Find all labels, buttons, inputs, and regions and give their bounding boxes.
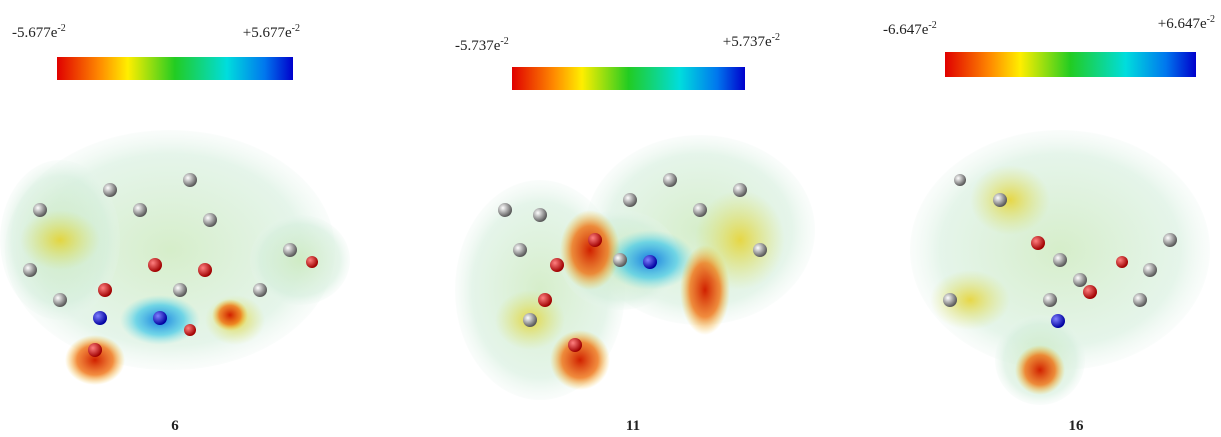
molecule-surface: [0, 130, 350, 385]
scale-min-label: -6.647e-2: [883, 20, 937, 38]
panel: -6.647e-2 +6.647e-2 16: [883, 14, 1215, 434]
figure: -5.677e-2 +5.677e-2 6 -5.737e-2: [0, 0, 1221, 437]
label-part: -5.737e: [455, 38, 501, 54]
label-part: -2: [500, 36, 508, 47]
caption: 6: [171, 418, 179, 434]
label-part: -2: [772, 32, 780, 43]
scale-max-label: +5.737e-2: [723, 32, 780, 50]
panel: -5.677e-2 +5.677e-2 6: [0, 23, 350, 434]
scale-max-label: +5.677e-2: [243, 23, 300, 41]
label-part: -2: [928, 20, 936, 31]
molecule-surface: [455, 135, 815, 400]
caption: 16: [1069, 418, 1085, 434]
label-part: -5.677e: [12, 25, 58, 41]
color-scale: [512, 67, 745, 90]
label-part: -2: [292, 23, 300, 34]
label-part: -2: [1207, 14, 1215, 25]
scale-min-label: -5.737e-2: [455, 36, 509, 54]
label-part: +5.677e: [243, 25, 292, 41]
panel: -5.737e-2 +5.737e-2 11: [455, 32, 815, 434]
label-part: +6.647e: [1158, 16, 1207, 32]
scale-min-label: -5.677e-2: [12, 23, 66, 41]
molecule-surface: [910, 130, 1210, 405]
caption: 11: [626, 418, 640, 434]
label-part: -2: [57, 23, 65, 34]
label-part: +5.737e: [723, 34, 772, 50]
color-scale: [945, 52, 1196, 77]
color-scale: [57, 57, 293, 80]
scale-max-label: +6.647e-2: [1158, 14, 1215, 32]
label-part: -6.647e: [883, 22, 929, 38]
